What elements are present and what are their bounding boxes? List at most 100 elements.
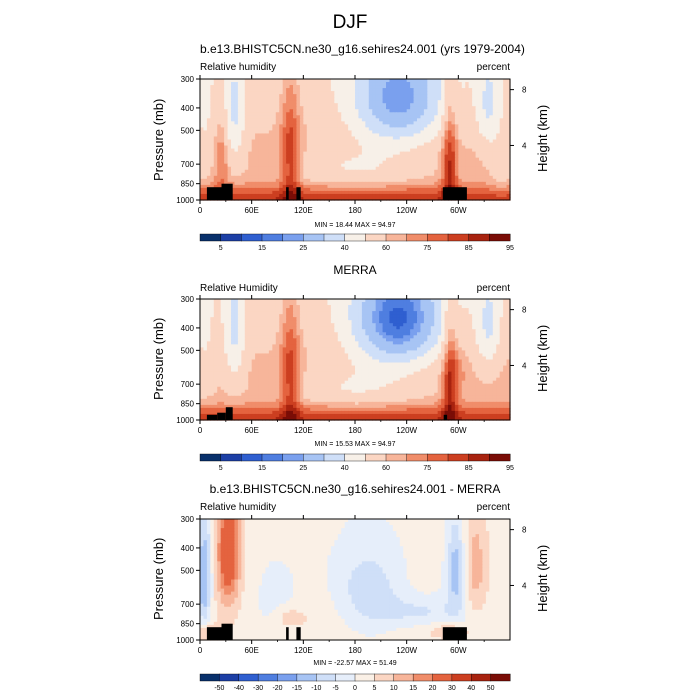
contour-cell bbox=[430, 311, 435, 315]
contour-cell bbox=[310, 175, 315, 180]
contour-cell bbox=[334, 172, 339, 177]
contour-cell bbox=[210, 91, 215, 95]
contour-cell bbox=[434, 151, 439, 156]
contour-cell bbox=[355, 193, 360, 198]
contour-cell bbox=[413, 196, 418, 201]
contour-cell bbox=[279, 109, 284, 113]
contour-cell bbox=[237, 94, 242, 98]
contour-cell bbox=[327, 109, 332, 113]
contour-cell bbox=[506, 148, 511, 153]
contour-cell bbox=[320, 142, 325, 147]
contour-cell bbox=[296, 308, 301, 312]
contour-cell bbox=[406, 154, 411, 159]
contour-cell bbox=[506, 326, 511, 330]
contour-cell bbox=[448, 299, 453, 303]
contour-cell bbox=[472, 103, 477, 107]
contour-cell bbox=[358, 338, 363, 342]
contour-cell bbox=[262, 169, 267, 174]
contour-cell bbox=[465, 163, 470, 168]
contour-cell bbox=[220, 160, 225, 165]
contour-cell bbox=[403, 196, 408, 201]
contour-cell bbox=[220, 338, 225, 342]
contour-cell bbox=[293, 187, 298, 192]
contour-cell bbox=[427, 88, 432, 92]
contour-cell bbox=[423, 335, 428, 339]
contour-cell bbox=[382, 196, 387, 201]
contour-cell bbox=[482, 193, 487, 198]
panel-1-units-label: percent bbox=[476, 62, 510, 73]
contour-cell bbox=[375, 181, 380, 186]
contour-cell bbox=[200, 121, 205, 125]
contour-cell bbox=[355, 97, 360, 101]
contour-cell bbox=[420, 151, 425, 156]
contour-cell bbox=[282, 157, 287, 162]
contour-cell bbox=[465, 100, 470, 104]
contour-cell bbox=[272, 94, 277, 98]
contour-cell bbox=[410, 82, 415, 86]
contour-cell bbox=[375, 175, 380, 180]
contour-cell bbox=[306, 151, 311, 156]
contour-cell bbox=[417, 79, 422, 83]
contour-cell bbox=[348, 157, 353, 162]
contour-cell bbox=[468, 118, 473, 122]
contour-cell bbox=[255, 136, 260, 141]
contour-cell bbox=[234, 85, 239, 89]
contour-cell bbox=[213, 154, 218, 159]
contour-cell bbox=[386, 338, 391, 342]
contour-cell bbox=[296, 103, 301, 107]
contour-cell bbox=[506, 181, 511, 186]
contour-cell bbox=[503, 115, 508, 119]
contour-cell bbox=[258, 187, 263, 192]
contour-cell bbox=[317, 157, 322, 162]
contour-cell bbox=[482, 133, 487, 138]
contour-cell bbox=[251, 160, 256, 165]
contour-cell bbox=[361, 91, 366, 95]
contour-cell bbox=[282, 302, 287, 306]
contour-cell bbox=[344, 124, 349, 129]
contour-cell bbox=[382, 305, 387, 309]
contour-cell bbox=[458, 112, 463, 116]
contour-cell bbox=[206, 335, 211, 339]
contour-cell bbox=[379, 308, 384, 312]
contour-cell bbox=[482, 112, 487, 116]
contour-cell bbox=[237, 172, 242, 177]
contour-cell bbox=[379, 133, 384, 138]
contour-cell bbox=[286, 317, 291, 321]
contour-cell bbox=[458, 323, 463, 327]
contour-cell bbox=[382, 320, 387, 324]
contour-cell bbox=[423, 196, 428, 201]
contour-cell bbox=[293, 106, 298, 110]
contour-cell bbox=[496, 82, 501, 86]
contour-cell bbox=[227, 100, 232, 104]
contour-cell bbox=[465, 299, 470, 303]
contour-cell bbox=[203, 320, 208, 324]
contour-cell bbox=[248, 148, 253, 153]
contour-cell bbox=[241, 190, 246, 195]
contour-cell bbox=[265, 124, 270, 129]
contour-cell bbox=[234, 196, 239, 201]
contour-cell bbox=[396, 145, 401, 150]
contour-cell bbox=[389, 148, 394, 153]
contour-cell bbox=[337, 172, 342, 177]
contour-cell bbox=[441, 169, 446, 174]
contour-cell bbox=[492, 172, 497, 177]
contour-cell bbox=[379, 314, 384, 318]
x-tick-label: 120E bbox=[294, 206, 313, 215]
contour-cell bbox=[313, 103, 318, 107]
contour-cell bbox=[492, 305, 497, 309]
contour-cell bbox=[293, 160, 298, 165]
contour-cell bbox=[358, 299, 363, 303]
contour-cell bbox=[427, 178, 432, 183]
contour-cell bbox=[485, 302, 490, 306]
contour-cell bbox=[272, 184, 277, 189]
contour-cell bbox=[479, 323, 484, 327]
contour-cell bbox=[258, 196, 263, 201]
contour-cell bbox=[382, 115, 387, 119]
contour-cell bbox=[403, 172, 408, 177]
contour-cell bbox=[306, 112, 311, 116]
contour-cell bbox=[444, 335, 449, 339]
contour-cell bbox=[220, 88, 225, 92]
contour-cell bbox=[224, 157, 229, 162]
contour-cell bbox=[220, 94, 225, 98]
contour-cell bbox=[403, 154, 408, 159]
